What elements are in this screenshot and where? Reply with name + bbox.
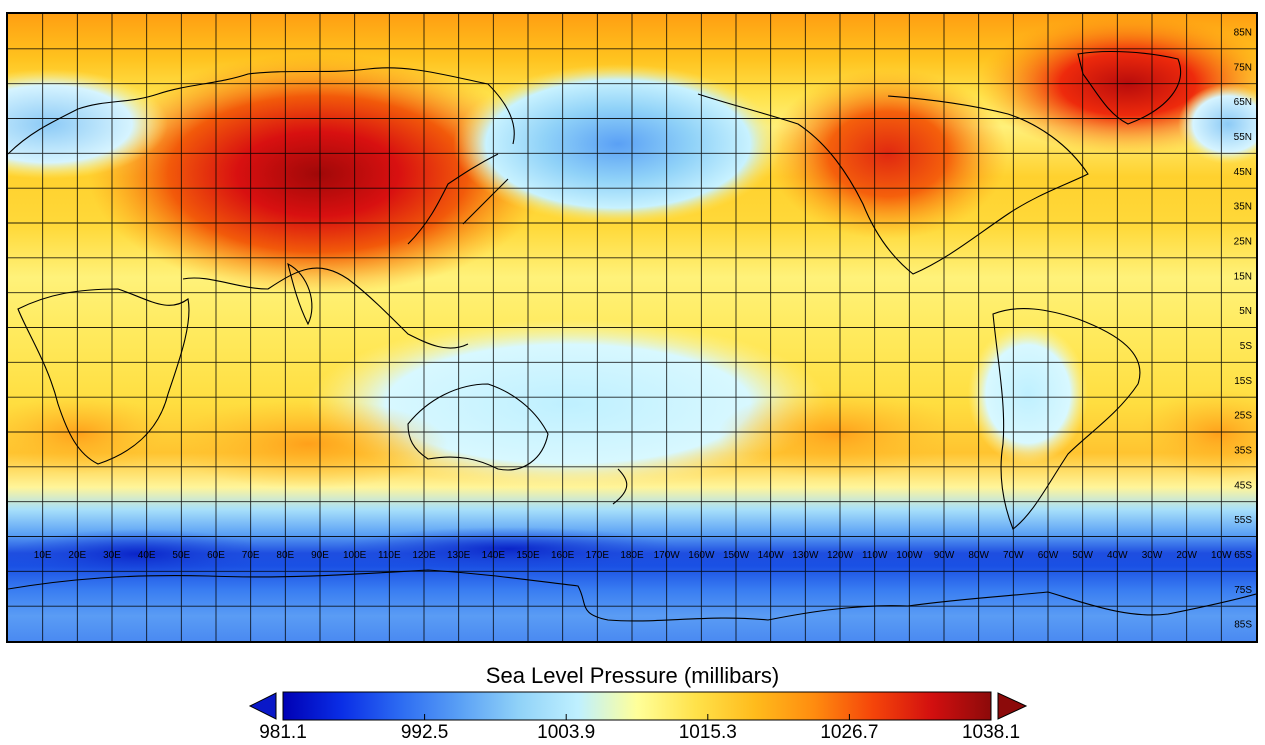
colorbar-tick-label: 1026.7 bbox=[820, 722, 879, 743]
latitude-label: 85N bbox=[1234, 27, 1252, 38]
longitude-label: 110W bbox=[862, 550, 888, 561]
latitude-label: 25N bbox=[1234, 236, 1252, 247]
longitude-label: 160W bbox=[688, 550, 715, 561]
colorbar-min-arrow bbox=[248, 692, 277, 720]
longitude-label: 60E bbox=[207, 550, 225, 561]
longitude-label: 10E bbox=[34, 550, 52, 561]
latitude-label: 45N bbox=[1234, 167, 1252, 178]
longitude-label: 140W bbox=[758, 550, 785, 561]
colorbar-tick-label: 1003.9 bbox=[537, 722, 596, 743]
latitude-labels: 85N 75N 65N 55N 45N 35N 25N 15N 5N 5S 15S 25S 35S 45S… bbox=[1234, 27, 1253, 630]
colorbar-title: Sea Level Pressure (millibars) bbox=[485, 663, 780, 688]
longitude-label: 150W bbox=[723, 550, 750, 561]
latitude-label: 55N bbox=[1234, 132, 1252, 143]
longitude-label: 30W bbox=[1142, 550, 1163, 561]
longitude-label: 70W bbox=[1003, 550, 1024, 561]
map-svg: 10E 20E 30E 40E 50E 60E 70E 80E 90E 100E 110E 120E 1… bbox=[8, 14, 1256, 641]
longitude-label: 110E bbox=[378, 550, 401, 561]
colorbar-max-arrow bbox=[997, 692, 1028, 720]
latitude-label: 65S bbox=[1234, 550, 1252, 561]
latitude-label: 35S bbox=[1234, 445, 1252, 456]
colorbar-tick-label: 1015.3 bbox=[678, 722, 737, 743]
longitude-label: 120E bbox=[412, 550, 436, 561]
longitude-label: 180E bbox=[620, 550, 644, 561]
longitude-label: 40W bbox=[1107, 550, 1128, 561]
longitude-label: 150E bbox=[516, 550, 540, 561]
longitude-label: 100E bbox=[343, 550, 367, 561]
longitude-label: 160E bbox=[551, 550, 575, 561]
longitude-label: 70E bbox=[242, 550, 260, 561]
longitude-label: 120W bbox=[827, 550, 854, 561]
longitude-label: 130E bbox=[447, 550, 471, 561]
colorbar-gradient bbox=[282, 691, 992, 721]
pressure-map: 10E 20E 30E 40E 50E 60E 70E 80E 90E 100E 110E 120E 1… bbox=[6, 12, 1258, 643]
longitude-label: 170W bbox=[654, 550, 681, 561]
colorbar-tick-label: 1038.1 bbox=[961, 722, 1021, 743]
latitude-label: 15N bbox=[1234, 271, 1252, 282]
colorbar-tick-label: 992.5 bbox=[400, 722, 449, 743]
longitude-label: 130W bbox=[792, 550, 819, 561]
colorbar-ticks bbox=[282, 714, 992, 720]
longitude-label: 10W bbox=[1211, 550, 1232, 561]
longitude-label: 20E bbox=[68, 550, 86, 561]
longitude-label: 140E bbox=[482, 550, 506, 561]
longitude-label: 50W bbox=[1072, 550, 1093, 561]
latitude-label: 5N bbox=[1239, 306, 1252, 317]
longitude-label: 40E bbox=[138, 550, 156, 561]
latitude-label: 45S bbox=[1234, 480, 1252, 491]
longitude-label: 50E bbox=[172, 550, 190, 561]
longitude-label: 100W bbox=[896, 550, 923, 561]
latitude-label: 35N bbox=[1234, 202, 1252, 213]
latitude-label: 65N bbox=[1234, 97, 1252, 108]
longitude-labels: 10E 20E 30E 40E 50E 60E 70E 80E 90E 100E 110E 120E 1… bbox=[34, 550, 1232, 561]
graticule bbox=[8, 14, 1256, 641]
longitude-label: 170E bbox=[586, 550, 610, 561]
longitude-label: 90E bbox=[311, 550, 329, 561]
longitude-label: 80E bbox=[276, 550, 294, 561]
latitude-label: 15S bbox=[1234, 376, 1252, 387]
latitude-label: 85S bbox=[1234, 620, 1252, 631]
latitude-label: 55S bbox=[1234, 515, 1252, 526]
latitude-label: 75S bbox=[1234, 585, 1252, 596]
longitude-label: 20W bbox=[1176, 550, 1197, 561]
latitude-label: 25S bbox=[1234, 411, 1252, 422]
longitude-label: 80W bbox=[968, 550, 989, 561]
longitude-label: 60W bbox=[1038, 550, 1059, 561]
longitude-label: 30E bbox=[103, 550, 121, 561]
colorbar-tick-label: 981.1 bbox=[259, 722, 307, 743]
colorbar bbox=[248, 691, 1028, 721]
latitude-label: 5S bbox=[1240, 341, 1253, 352]
latitude-label: 75N bbox=[1234, 62, 1252, 73]
longitude-label: 90W bbox=[934, 550, 955, 561]
